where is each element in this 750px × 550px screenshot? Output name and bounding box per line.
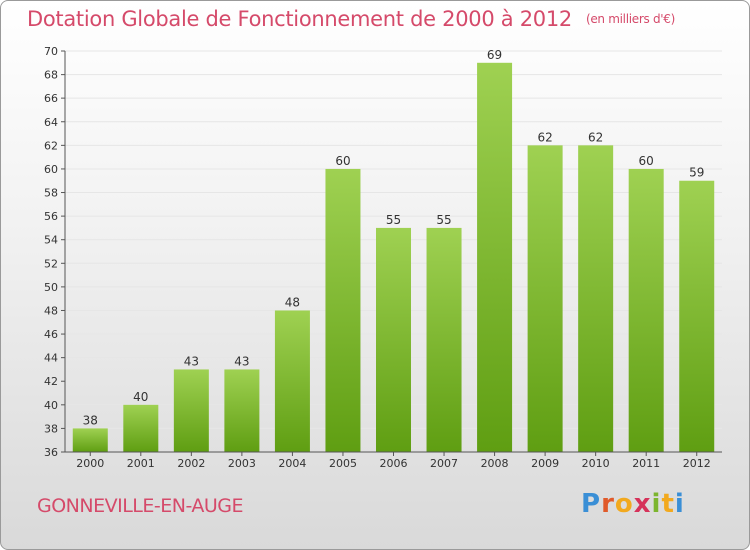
x-tick-label-2012: 2012	[683, 457, 711, 470]
y-tick-label-70: 70	[44, 45, 58, 58]
data-label-2012: 59	[689, 166, 704, 180]
y-tick-label-52: 52	[44, 257, 58, 270]
bars	[72, 62, 715, 453]
y-tick-label-66: 66	[44, 92, 58, 105]
bar-2007	[426, 227, 462, 452]
data-label-2001: 40	[133, 390, 148, 404]
y-tick-label-40: 40	[44, 399, 58, 412]
data-labels: 38 40 43 43 48 60 55 55 69 62 62 60 59	[83, 48, 705, 428]
x-tick-label-2005: 2005	[329, 457, 357, 470]
y-tick-label-46: 46	[44, 328, 58, 341]
x-tick-label-2006: 2006	[380, 457, 408, 470]
data-label-2003: 43	[234, 354, 249, 368]
y-tick-label-48: 48	[44, 304, 58, 317]
logo-letter: P	[581, 489, 602, 519]
y-tick-label-50: 50	[44, 281, 58, 294]
y-tick-label-38: 38	[44, 422, 58, 435]
y-tick-label-44: 44	[44, 352, 58, 365]
data-label-2006: 55	[386, 213, 401, 227]
x-tick-label-2002: 2002	[177, 457, 205, 470]
data-label-2008: 69	[487, 48, 502, 62]
commune-name: GONNEVILLE-EN-AUGE	[37, 495, 244, 517]
data-label-2000: 38	[83, 413, 98, 427]
y-tick-label-62: 62	[44, 139, 58, 152]
y-tick-label-64: 64	[44, 116, 58, 129]
x-tick-label-2004: 2004	[278, 457, 306, 470]
data-label-2007: 55	[436, 213, 451, 227]
axes	[64, 51, 722, 453]
data-label-2009: 62	[537, 130, 552, 144]
x-tick-label-2011: 2011	[632, 457, 660, 470]
logo-letter: o	[614, 489, 634, 519]
x-tick-label-2003: 2003	[228, 457, 256, 470]
bar-2006	[376, 227, 411, 452]
data-label-2005: 60	[335, 154, 350, 168]
data-label-2010: 62	[588, 130, 603, 144]
proxiti-logo[interactable]: Proxiti	[581, 489, 685, 519]
y-tick-label-56: 56	[44, 210, 58, 223]
x-tick-label-2000: 2000	[76, 457, 104, 470]
y-tick-label-36: 36	[44, 446, 58, 459]
x-tick-label-2008: 2008	[481, 457, 509, 470]
x-axis-ticks: 2000 2001 2002 2003 2004 2005 2006 2007 2008 2009…	[76, 452, 711, 470]
chart-title: Dotation Globale de Fonctionnement de 20…	[27, 7, 675, 31]
bar-2011	[628, 168, 664, 453]
unit-note: (en milliers d'€)	[585, 12, 675, 26]
bar-2002	[173, 369, 209, 452]
y-tick-label-68: 68	[44, 69, 58, 82]
logo-letter: t	[661, 489, 675, 519]
bar-2010	[578, 145, 614, 452]
logo-letter: i	[674, 489, 685, 519]
bar-2009	[527, 145, 563, 452]
chart-title-text: Dotation Globale de Fonctionnement de 20…	[27, 7, 572, 31]
x-tick-label-2007: 2007	[430, 457, 458, 470]
y-tick-label-60: 60	[44, 163, 58, 176]
bar-2000	[72, 428, 108, 452]
bar-2003	[224, 369, 260, 452]
y-tick-label-42: 42	[44, 375, 58, 388]
y-axis-ticks: 36 38 40 42 44 46 48 50 52 54 56 58 60 62 64 66 68 70	[44, 45, 65, 459]
bar-2005	[325, 168, 361, 453]
bar-2001	[123, 404, 159, 452]
bar-2004	[274, 310, 310, 452]
y-tick-label-58: 58	[44, 187, 58, 200]
x-tick-label-2009: 2009	[531, 457, 559, 470]
bar-2008	[477, 62, 513, 452]
x-tick-label-2001: 2001	[127, 457, 155, 470]
logo-letter: x	[633, 489, 652, 519]
bar-2012	[679, 180, 715, 452]
data-label-2004: 48	[285, 295, 300, 309]
data-label-2011: 60	[639, 154, 654, 168]
data-label-2002: 43	[184, 354, 199, 368]
x-tick-label-2010: 2010	[582, 457, 610, 470]
y-tick-label-54: 54	[44, 234, 58, 247]
logo-letter: i	[651, 489, 662, 519]
logo-letter: r	[601, 489, 615, 519]
